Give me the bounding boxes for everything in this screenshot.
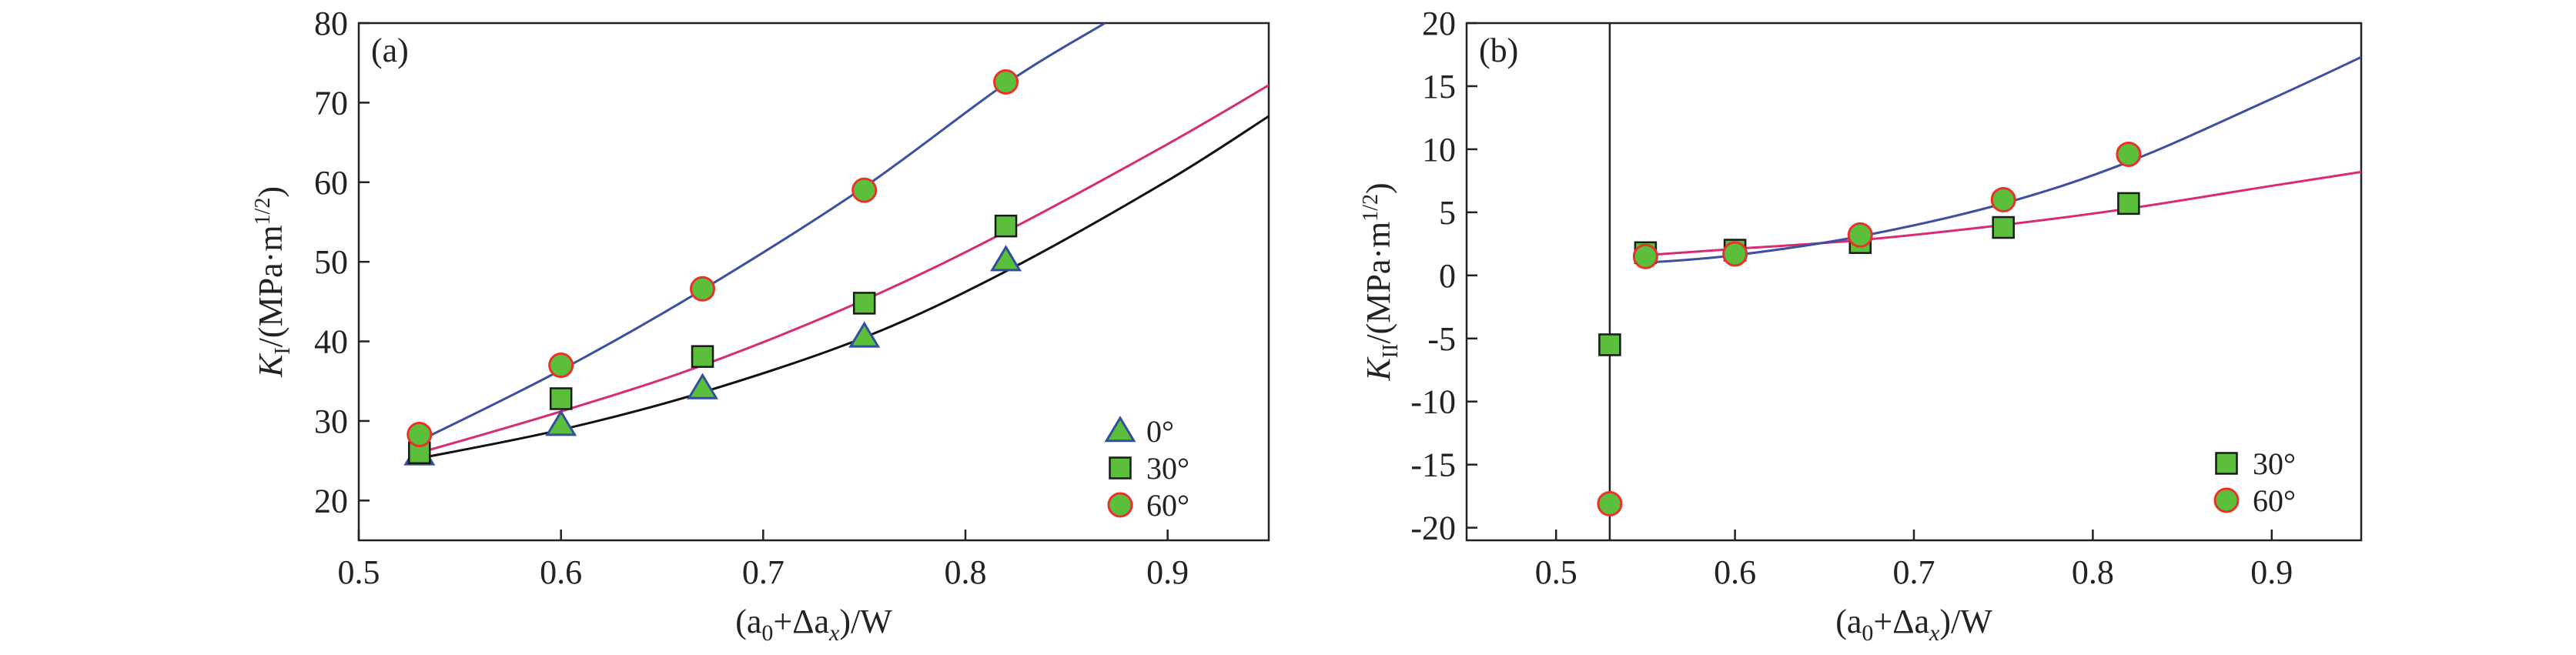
fit-curve-a-0 — [419, 115, 1269, 460]
data-point-b-1-0 — [1597, 490, 1623, 516]
x-tick-label: 0.8 — [945, 553, 987, 591]
y-axis-label: KII/(MPa·m1/2) — [1359, 182, 1403, 381]
data-point-b-1-4 — [1990, 186, 2016, 212]
data-point-b-1-1 — [1632, 243, 1658, 269]
data-point-a-2-2 — [690, 276, 716, 302]
legend-marker — [1107, 492, 1133, 518]
x-tick-label: 0.7 — [742, 553, 785, 591]
legend: 0°30°60° — [1104, 414, 1189, 523]
legend-label: 60° — [2253, 483, 2296, 518]
panel-label: (b) — [1479, 32, 1518, 69]
legend-label: 30° — [1146, 451, 1189, 486]
data-point-a-0-4 — [990, 245, 1022, 272]
data-point-a-2-1 — [548, 353, 574, 379]
y-tick-label: 20 — [1422, 5, 1456, 42]
data-point-a-0-2 — [687, 373, 719, 399]
y-tick-label: -15 — [1410, 446, 1456, 484]
x-tick-label: 0.6 — [1714, 553, 1756, 591]
plot-frame — [357, 22, 1270, 542]
y-tick-label: 0 — [1439, 257, 1456, 295]
y-tick-label: 30 — [314, 403, 348, 440]
legend-label: 60° — [1146, 488, 1189, 523]
data-point-a-2-0 — [406, 421, 433, 447]
data-point-a-1-1 — [549, 387, 573, 410]
data-point-b-1-5 — [2116, 141, 2142, 167]
y-tick-label: 50 — [314, 243, 348, 281]
chart-panel-b: 0.5 0.6 0.7 0.8 0.9 -20 -15 -10 -5 0 5 10 15 20 (b) (a0… — [1359, 5, 2363, 646]
chart-panel-a: 0.5 0.6 0.7 0.8 0.9 20 30 40 50 60 70 80 (a) (a0+Δax)… — [251, 5, 1270, 646]
x-tick-label: 0.7 — [1893, 553, 1935, 591]
x-tick-label: 0.6 — [540, 553, 582, 591]
y-tick-label: 15 — [1422, 68, 1456, 105]
data-point-a-0-3 — [848, 321, 881, 348]
fit-curve-b-0 — [1645, 170, 2361, 257]
legend-label: 0° — [1146, 414, 1174, 449]
legend: 30°60° — [2213, 446, 2296, 518]
legend-marker — [2213, 487, 2240, 513]
legend-marker — [1104, 416, 1136, 443]
x-tick-label: 0.5 — [338, 553, 380, 591]
data-point-a-2-3 — [851, 177, 878, 203]
y-tick-label: 5 — [1439, 194, 1456, 232]
y-tick-label: 60 — [314, 164, 348, 202]
legend-label: 30° — [2253, 446, 2296, 481]
data-point-b-0-4 — [1992, 216, 2015, 239]
data-point-b-1-2 — [1722, 241, 1748, 267]
x-tick-label: 0.8 — [2072, 553, 2114, 591]
x-tick-label: 0.9 — [2250, 553, 2293, 591]
data-point-b-0-0 — [1598, 333, 1621, 356]
data-point-a-0-1 — [545, 409, 577, 436]
y-tick-label: -5 — [1427, 320, 1456, 358]
data-point-a-1-4 — [994, 214, 1018, 238]
data-point-b-1-3 — [1847, 222, 1873, 248]
fit-curve-a-1 — [419, 84, 1269, 454]
y-tick-label: -20 — [1410, 510, 1456, 547]
legend-marker — [2215, 452, 2238, 475]
data-point-a-1-3 — [852, 292, 876, 315]
data-point-b-0-5 — [2117, 192, 2140, 216]
data-point-a-1-2 — [691, 345, 714, 368]
y-tick-label: 70 — [314, 84, 348, 122]
panel-label: (a) — [371, 32, 409, 69]
y-tick-label: 10 — [1422, 131, 1456, 169]
x-tick-label: 0.5 — [1535, 553, 1577, 591]
y-axis-label: KI/(MPa·m1/2) — [251, 186, 295, 378]
y-tick-label: -10 — [1410, 383, 1456, 421]
x-tick-label: 0.9 — [1146, 553, 1189, 591]
y-tick-label: 40 — [314, 323, 348, 361]
legend-marker — [1109, 456, 1132, 480]
x-axis-label: (a0+Δax)/W — [1835, 603, 1992, 646]
data-point-a-2-4 — [993, 69, 1019, 95]
x-axis-label: (a0+Δax)/W — [735, 603, 892, 646]
y-tick-label: 80 — [314, 5, 348, 42]
y-tick-label: 20 — [314, 482, 348, 520]
